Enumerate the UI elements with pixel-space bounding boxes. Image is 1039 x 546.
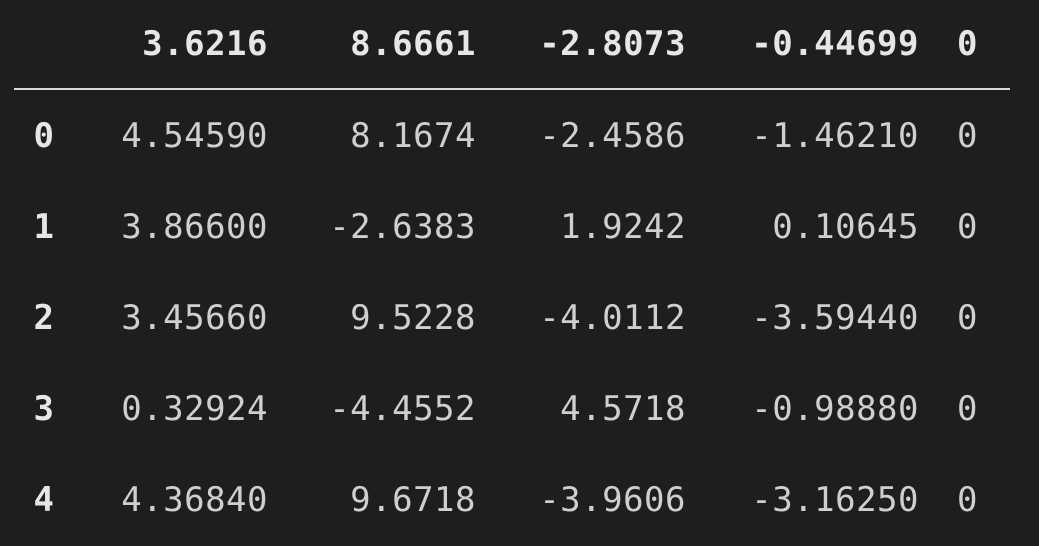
index-header: [14, 0, 74, 90]
table-cell: -1.46210: [751, 115, 919, 156]
table-cell: 4.54590: [121, 115, 268, 156]
table-cell: 0: [957, 206, 978, 247]
row-index: 2: [33, 297, 55, 338]
table-row: 1 3.86600 -2.6383 1.9242 0.10645 0: [14, 181, 1010, 272]
column-header: 8.6661: [274, 0, 482, 90]
row-index: 4: [33, 479, 55, 520]
row-index: 1: [33, 206, 55, 247]
column-header: -0.44699: [692, 0, 925, 90]
table-row: 4 4.36840 9.6718 -3.9606 -3.16250 0: [14, 454, 1010, 545]
table-body: 0 4.54590 8.1674 -2.4586 -1.46210 0 1 3.…: [14, 89, 1010, 545]
column-header: 3.6216: [74, 0, 274, 90]
table-cell: -4.0112: [539, 297, 686, 338]
table-cell: -3.9606: [539, 479, 686, 520]
table-cell: 3.86600: [121, 206, 268, 247]
table-cell: -3.16250: [751, 479, 919, 520]
table-cell: 0: [957, 297, 978, 338]
table-cell: -4.4552: [329, 388, 476, 429]
table-cell: 0: [957, 115, 978, 156]
row-index: 3: [33, 388, 55, 429]
table-cell: 8.1674: [350, 115, 476, 156]
table-cell: -3.59440: [751, 297, 919, 338]
table-cell: -2.6383: [329, 206, 476, 247]
table-cell: 9.6718: [350, 479, 476, 520]
table-cell: -2.4586: [539, 115, 686, 156]
dataframe-table: 3.6216 8.6661 -2.8073 -0.44699 0 0 4.545…: [14, 0, 1010, 545]
table-cell: 4.5718: [560, 388, 686, 429]
table-cell: 9.5228: [350, 297, 476, 338]
table-row: 3 0.32924 -4.4552 4.5718 -0.98880 0: [14, 363, 1010, 454]
row-index: 0: [33, 115, 55, 156]
table-cell: 0: [957, 388, 978, 429]
column-header: 0: [925, 0, 1010, 90]
column-header: -2.8073: [482, 0, 692, 90]
table-cell: 0: [957, 479, 978, 520]
table-cell: -0.98880: [751, 388, 919, 429]
table-cell: 3.45660: [121, 297, 268, 338]
table-header: 3.6216 8.6661 -2.8073 -0.44699 0: [14, 0, 1010, 90]
table-row: 2 3.45660 9.5228 -4.0112 -3.59440 0: [14, 272, 1010, 363]
table-row: 0 4.54590 8.1674 -2.4586 -1.46210 0: [14, 89, 1010, 181]
table-cell: 0.32924: [121, 388, 268, 429]
table-cell: 0.10645: [772, 206, 919, 247]
header-row: 3.6216 8.6661 -2.8073 -0.44699 0: [14, 0, 1010, 90]
table-cell: 4.36840: [121, 479, 268, 520]
table-cell: 1.9242: [560, 206, 686, 247]
